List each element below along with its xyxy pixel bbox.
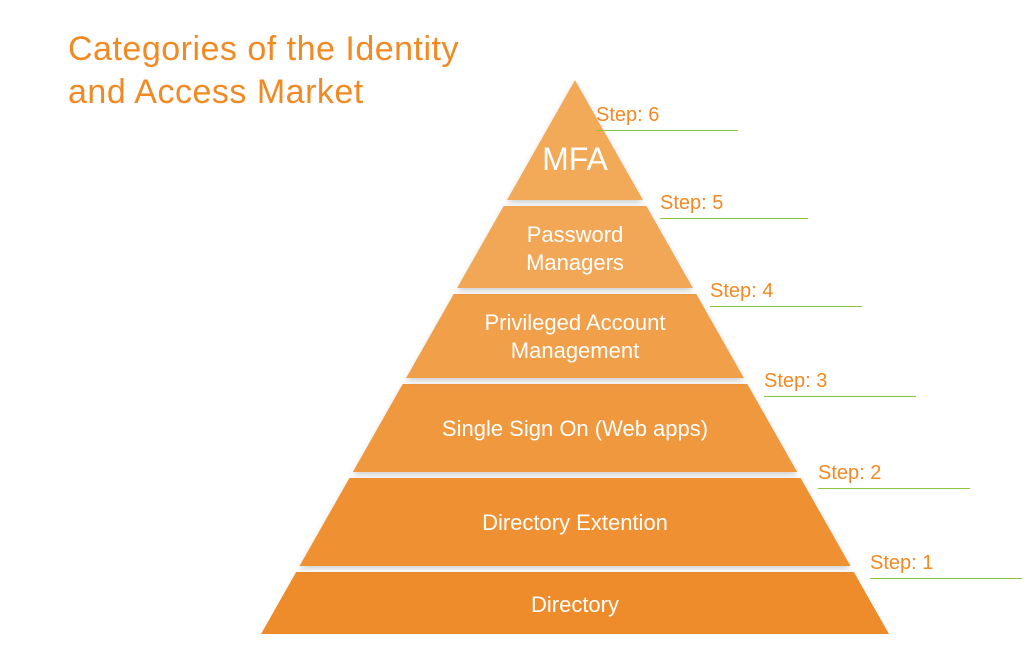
step-underline	[818, 488, 970, 489]
step-label: Step: 1	[870, 552, 933, 575]
step-underline	[660, 218, 808, 219]
step-underline	[596, 130, 738, 131]
pyramid-tier-label: Directory	[531, 592, 619, 617]
step-underline	[764, 396, 916, 397]
pyramid-tier	[507, 80, 643, 200]
step-underline	[710, 306, 862, 307]
pyramid-tier-label: Privileged Account	[485, 310, 666, 335]
pyramid-diagram: MFA Password Managers Privileged Account Man…	[255, 60, 895, 650]
pyramid-tier-label: Single Sign On (Web apps)	[442, 416, 708, 441]
pyramid-tier-label: Managers	[526, 250, 624, 275]
step-label: Step: 2	[818, 462, 881, 485]
pyramid-tier	[457, 206, 693, 288]
pyramid-tier-label: Directory Extention	[482, 510, 668, 535]
step-label: Step: 4	[710, 280, 773, 303]
step-underline	[870, 578, 1022, 579]
step-label: Step: 3	[764, 370, 827, 393]
step-label: Step: 5	[660, 192, 723, 215]
pyramid-tier	[406, 294, 744, 378]
step-label: Step: 6	[596, 104, 659, 127]
pyramid-tier-label: Management	[511, 338, 639, 363]
pyramid-tier-label: Password	[527, 222, 624, 247]
pyramid-tier-label: MFA	[542, 141, 608, 177]
